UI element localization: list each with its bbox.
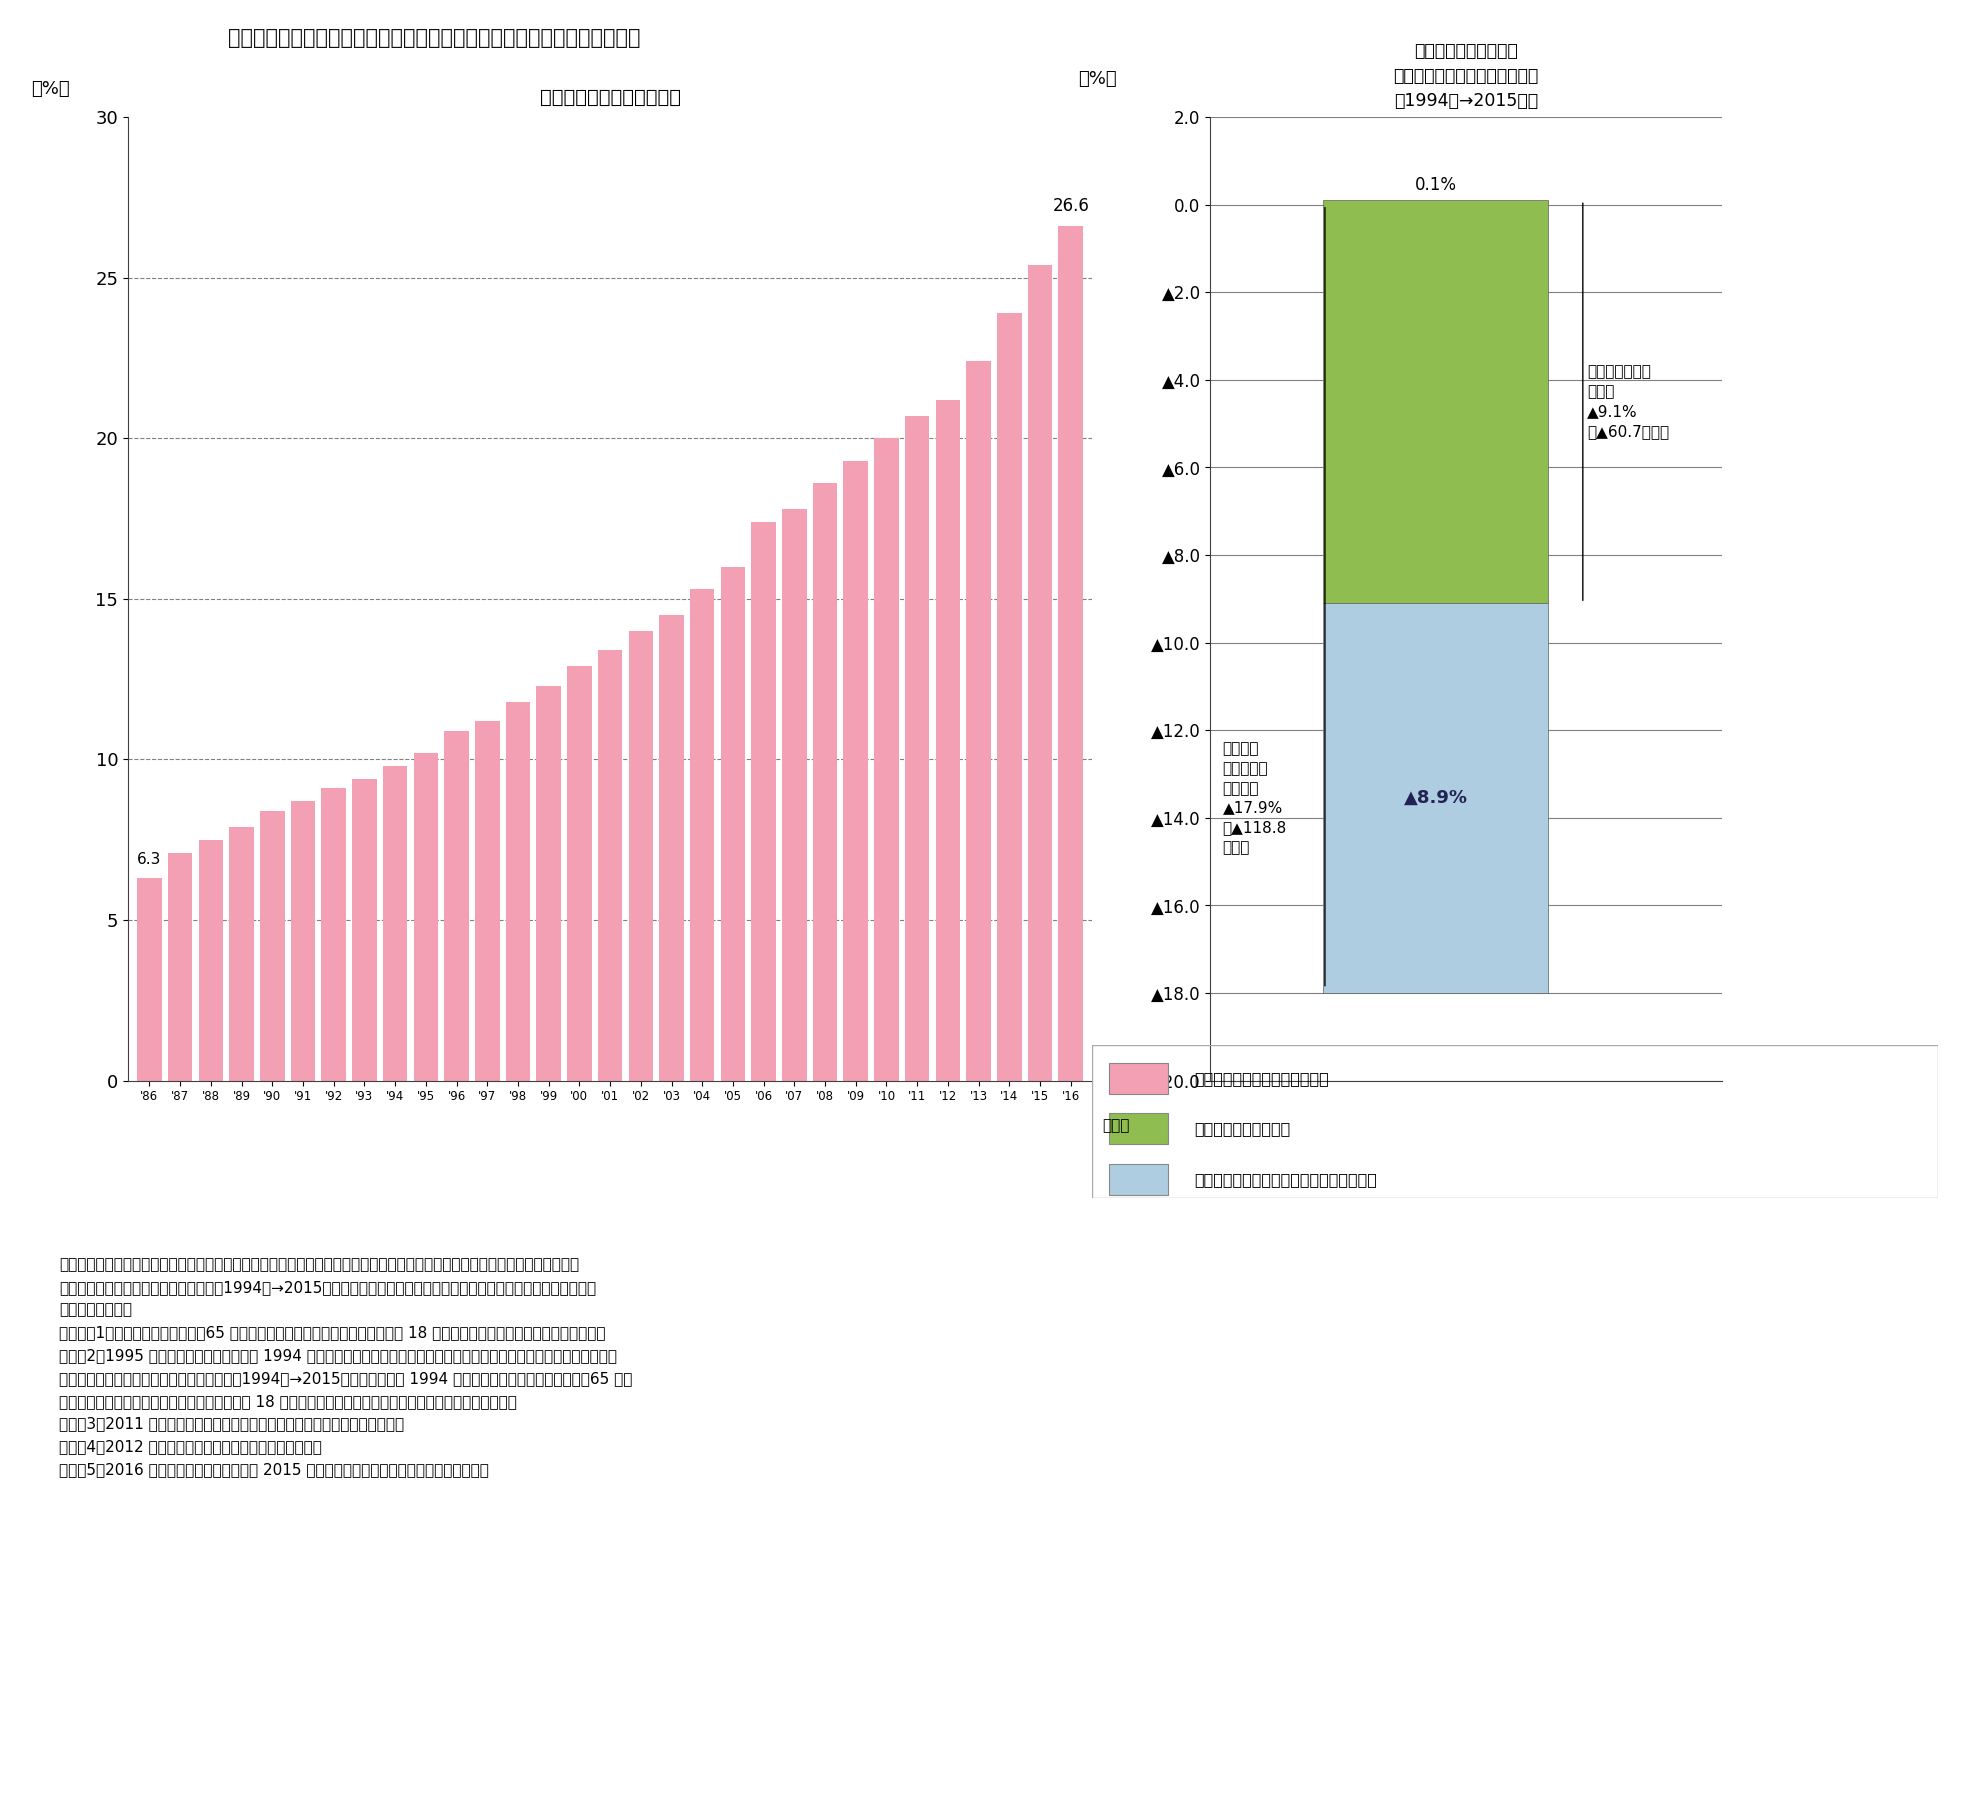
Text: 全世帯の
平均総所得
金額減少
▲17.9%
（▲118.8
万円）: 全世帯の 平均総所得 金額減少 ▲17.9% （▲118.8 万円）: [1222, 740, 1287, 855]
Text: 高齢者世帯の世帯総所得の寄与: 高齢者世帯の世帯総所得の寄与: [1195, 1072, 1328, 1086]
Bar: [813, 483, 836, 1081]
Text: 高齢者世帯以外の世帯の世帯総所得の寄与: 高齢者世帯以外の世帯の世帯総所得の寄与: [1195, 1172, 1378, 1187]
Bar: [413, 753, 439, 1081]
Bar: [1110, 1163, 1169, 1194]
Text: 0.1%: 0.1%: [1415, 176, 1456, 195]
Bar: [321, 789, 346, 1081]
Text: 6.3: 6.3: [138, 852, 161, 866]
Y-axis label: （%）: （%）: [1078, 70, 1118, 88]
Bar: [1322, 200, 1549, 603]
Text: 高齢者世帯割合の年次推移・１世帯当たり平均総所得金額減少の要因分解: 高齢者世帯割合の年次推移・１世帯当たり平均総所得金額減少の要因分解: [228, 27, 640, 49]
Bar: [1027, 265, 1053, 1081]
Bar: [567, 666, 592, 1081]
Bar: [1110, 1063, 1169, 1093]
Text: 26.6: 26.6: [1053, 196, 1088, 214]
Bar: [384, 765, 407, 1081]
Bar: [720, 567, 746, 1081]
Bar: [628, 630, 653, 1081]
Bar: [1059, 227, 1082, 1081]
Bar: [1322, 603, 1549, 992]
Bar: [752, 522, 775, 1081]
Text: 高齢者世帯割合
の寄与
▲9.1%
（▲60.7万円）: 高齢者世帯割合 の寄与 ▲9.1% （▲60.7万円）: [1586, 364, 1669, 439]
Bar: [537, 686, 561, 1081]
Text: 資料：「高齢者世帯割合の年次推移」は厚生労働省政策統括官付世帯統計室　「国民生活基礎調査」、「全世帯の１世帯当たり
　　　平均総所得金額減少の要因分解（1994: 資料：「高齢者世帯割合の年次推移」は厚生労働省政策統括官付世帯統計室 「国民生活…: [59, 1257, 632, 1477]
Y-axis label: （%）: （%）: [31, 79, 71, 97]
Bar: [291, 801, 315, 1081]
Bar: [474, 720, 500, 1081]
Title: 全世帯の１世帯当たり
平均総所得金額減少の要因分解
（1994年→2015年）: 全世帯の１世帯当たり 平均総所得金額減少の要因分解 （1994年→2015年）: [1393, 41, 1539, 110]
Text: 高齢者世帯割合の寄与: 高齢者世帯割合の寄与: [1195, 1122, 1291, 1136]
Bar: [352, 778, 376, 1081]
Bar: [228, 827, 254, 1081]
Text: 図表2-1-2: 図表2-1-2: [61, 27, 146, 49]
Bar: [506, 702, 529, 1081]
Bar: [167, 852, 193, 1081]
Bar: [1110, 1113, 1169, 1144]
Bar: [659, 614, 683, 1081]
Bar: [935, 400, 960, 1081]
Bar: [199, 839, 222, 1081]
Bar: [874, 438, 899, 1081]
Bar: [998, 313, 1021, 1081]
Text: （年）: （年）: [1102, 1118, 1130, 1133]
Bar: [138, 879, 161, 1081]
Bar: [445, 731, 468, 1081]
Bar: [966, 362, 992, 1081]
Bar: [691, 589, 714, 1081]
Bar: [781, 510, 807, 1081]
Bar: [905, 416, 929, 1081]
Bar: [844, 461, 868, 1081]
Title: 高齢者世帯割合の年次推移: 高齢者世帯割合の年次推移: [539, 88, 681, 108]
Bar: [260, 810, 285, 1081]
Bar: [598, 650, 622, 1081]
Text: ▲8.9%: ▲8.9%: [1403, 789, 1468, 807]
